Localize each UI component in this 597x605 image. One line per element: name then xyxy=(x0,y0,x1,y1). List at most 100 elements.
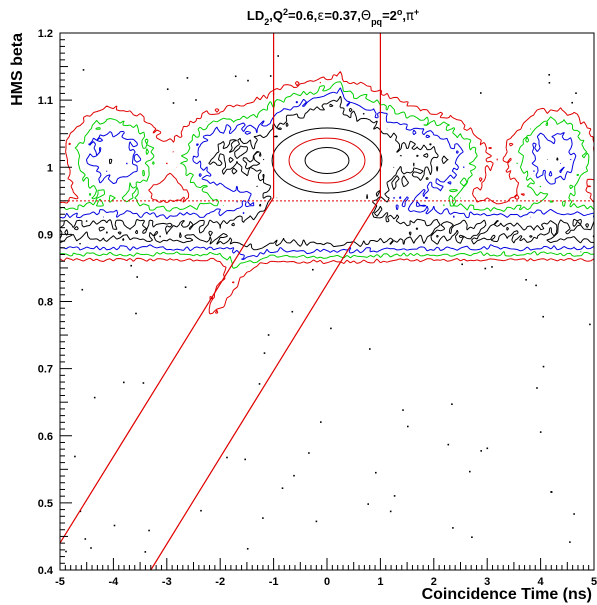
sparse-event xyxy=(308,452,310,454)
sparse-event xyxy=(312,269,314,271)
sparse-event xyxy=(569,541,571,543)
sparse-event xyxy=(402,409,404,411)
sparse-event xyxy=(491,266,493,268)
sparse-event xyxy=(94,397,96,399)
title-part: ε xyxy=(317,9,324,24)
sparse-event xyxy=(469,471,471,473)
sparse-event xyxy=(268,334,270,336)
sparse-event xyxy=(114,525,116,527)
x-axis-label: Coincidence Time (ns) xyxy=(422,586,592,603)
sparse-event xyxy=(187,77,189,79)
sparse-event xyxy=(277,55,279,57)
sparse-event xyxy=(264,352,266,354)
sparse-event xyxy=(247,80,249,82)
sparse-event xyxy=(320,421,322,423)
title-part: pq xyxy=(371,17,382,27)
sparse-event xyxy=(167,88,169,90)
axis-ticks: -5 -4 -3 -2 -1 0 1 2 3 4 5 0.4 0.5 0.6 0.7 0.8 0.9 1 1.1 1.… xyxy=(38,28,597,588)
sparse-event xyxy=(480,92,482,94)
y-tick-label: 0.5 xyxy=(38,498,53,510)
sparse-event xyxy=(143,382,145,384)
title-part: + xyxy=(414,7,419,17)
sparse-event xyxy=(316,521,318,523)
title-part: =0.6, xyxy=(288,8,317,23)
y-tick-label: 0.8 xyxy=(38,297,53,309)
sparse-event xyxy=(235,76,237,78)
plot-area xyxy=(60,33,594,570)
sparse-event xyxy=(548,74,550,76)
sparse-event xyxy=(130,265,132,267)
y-tick-label: 1.2 xyxy=(38,28,53,40)
central-peak-contour xyxy=(289,138,365,183)
y-tick-label: 0.4 xyxy=(38,565,54,577)
sparse-event xyxy=(85,538,87,540)
sparse-event xyxy=(369,348,371,350)
y-tick-label: 0.7 xyxy=(38,364,53,376)
x-tick-label: -5 xyxy=(55,576,65,588)
contour-level-4 xyxy=(60,96,594,250)
sparse-event xyxy=(293,475,295,477)
x-tick-label: -3 xyxy=(162,576,172,588)
sparse-event xyxy=(195,99,197,101)
sparse-event xyxy=(448,444,450,446)
sparse-event xyxy=(259,383,261,385)
y-tick-label: 0.9 xyxy=(38,229,53,241)
sparse-event xyxy=(390,511,392,513)
y-axis-label: HMS beta xyxy=(9,33,26,106)
sparse-event xyxy=(247,548,249,550)
sparse-event xyxy=(136,276,138,278)
sparse-event xyxy=(82,289,84,291)
title-part: =2 xyxy=(382,8,397,23)
sparse-event xyxy=(451,403,453,405)
sparse-event xyxy=(573,513,575,515)
sparse-event xyxy=(485,268,487,270)
sparse-event xyxy=(471,536,473,538)
sparse-event xyxy=(407,426,409,428)
sparse-event xyxy=(226,457,228,459)
x-tick-label: 1 xyxy=(377,576,383,588)
x-tick-label: -4 xyxy=(109,576,120,588)
sparse-event xyxy=(535,285,537,287)
sparse-event xyxy=(589,324,591,326)
sparse-event xyxy=(575,92,577,94)
sparse-event xyxy=(173,102,175,104)
contour-level-2 xyxy=(60,82,594,269)
sparse-event xyxy=(145,551,147,553)
sparse-event xyxy=(83,69,85,71)
title-part: Θ xyxy=(361,9,371,24)
y-tick-label: 1.1 xyxy=(38,95,53,107)
sparse-event xyxy=(123,382,125,384)
sparse-event xyxy=(270,75,272,77)
sparse-event xyxy=(487,448,489,450)
y-tick-label: 0.6 xyxy=(38,431,53,443)
right-cut-line xyxy=(151,33,381,570)
x-tick-label: 0 xyxy=(324,576,330,588)
sparse-event xyxy=(550,491,552,493)
sparse-event xyxy=(543,366,545,368)
title-part: ,Q xyxy=(269,8,283,23)
sparse-event xyxy=(542,316,544,318)
sparse-event xyxy=(135,313,137,315)
sparse-event xyxy=(367,503,369,505)
title-part: =0.37, xyxy=(324,8,361,23)
sparse-event xyxy=(292,311,294,313)
title-part: π xyxy=(406,9,414,24)
sparse-event xyxy=(525,279,527,281)
central-peak-contour xyxy=(305,148,349,174)
sparse-event xyxy=(536,387,538,389)
sparse-event xyxy=(262,517,264,519)
sparse-event xyxy=(549,82,551,84)
sparse-event xyxy=(330,328,332,330)
sparse-event xyxy=(90,547,92,549)
y-tick-label: 1 xyxy=(47,162,53,174)
sparse-event xyxy=(244,459,246,461)
sparse-event xyxy=(452,527,454,529)
sparse-event xyxy=(394,495,396,497)
sparse-event xyxy=(65,551,67,553)
sparse-event xyxy=(375,472,377,474)
sparse-event xyxy=(480,450,482,452)
sparse-event xyxy=(461,264,463,266)
sparse-event xyxy=(185,286,187,288)
left-cut-line xyxy=(60,33,274,543)
sparse-event xyxy=(540,431,542,433)
